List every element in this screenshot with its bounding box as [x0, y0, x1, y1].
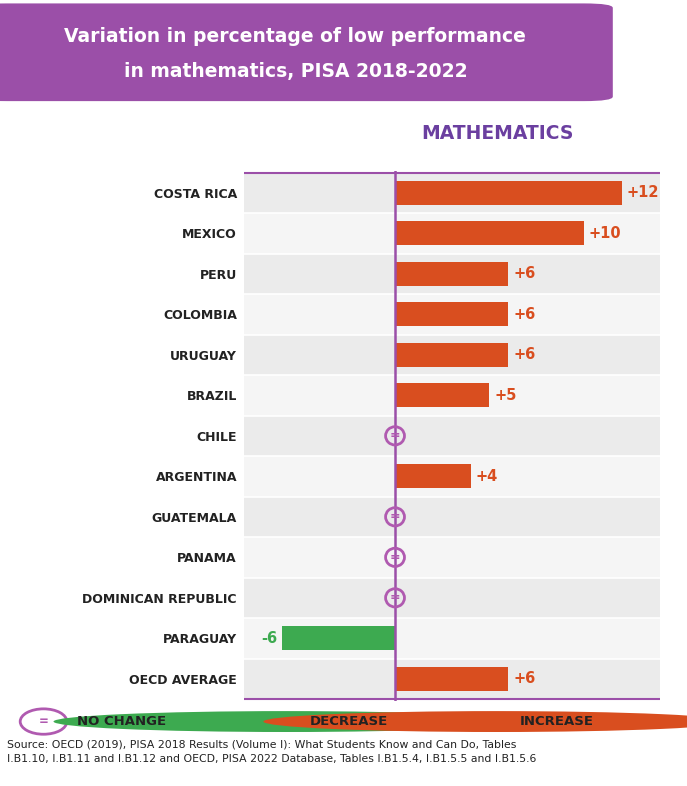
- Text: +10: +10: [589, 226, 621, 241]
- Text: in mathematics, PISA 2018-2022: in mathematics, PISA 2018-2022: [124, 62, 467, 81]
- Bar: [395, 667, 508, 691]
- Bar: [395, 181, 622, 205]
- Bar: [244, 416, 660, 456]
- Text: =: =: [390, 591, 401, 604]
- Text: +6: +6: [513, 266, 535, 281]
- Text: +6: +6: [513, 307, 535, 321]
- Text: NO CHANGE: NO CHANGE: [77, 715, 166, 728]
- Text: =: =: [390, 551, 401, 564]
- Bar: [244, 213, 660, 254]
- Bar: [395, 262, 508, 286]
- Bar: [244, 294, 660, 335]
- Bar: [395, 384, 489, 407]
- Bar: [395, 465, 471, 488]
- Bar: [244, 456, 660, 497]
- Bar: [244, 254, 660, 294]
- Text: =: =: [38, 715, 49, 728]
- Bar: [395, 343, 508, 367]
- Text: MATHEMATICS: MATHEMATICS: [421, 124, 574, 143]
- Bar: [244, 537, 660, 578]
- Circle shape: [54, 711, 520, 732]
- FancyBboxPatch shape: [0, 3, 613, 101]
- Bar: [282, 626, 395, 651]
- Bar: [244, 578, 660, 618]
- Text: +5: +5: [494, 387, 517, 403]
- Bar: [244, 618, 660, 659]
- Text: +4: +4: [475, 468, 497, 484]
- Bar: [395, 221, 584, 245]
- Bar: [244, 335, 660, 375]
- Text: Variation in percentage of low performance: Variation in percentage of low performan…: [65, 27, 526, 46]
- Text: +12: +12: [627, 185, 659, 200]
- Text: =: =: [390, 429, 401, 443]
- Bar: [244, 375, 660, 416]
- Text: INCREASE: INCREASE: [520, 715, 594, 728]
- Text: +6: +6: [513, 671, 535, 686]
- Text: -6: -6: [261, 631, 277, 646]
- Text: Source: OECD (2019), PISA 2018 Results (Volume I): What Students Know and Can Do: Source: OECD (2019), PISA 2018 Results (…: [7, 740, 537, 764]
- Bar: [244, 497, 660, 537]
- Bar: [395, 302, 508, 326]
- Circle shape: [263, 711, 687, 732]
- Bar: [244, 659, 660, 699]
- Bar: [244, 173, 660, 213]
- Text: DECREASE: DECREASE: [310, 715, 388, 728]
- Text: =: =: [390, 510, 401, 523]
- Text: +6: +6: [513, 347, 535, 362]
